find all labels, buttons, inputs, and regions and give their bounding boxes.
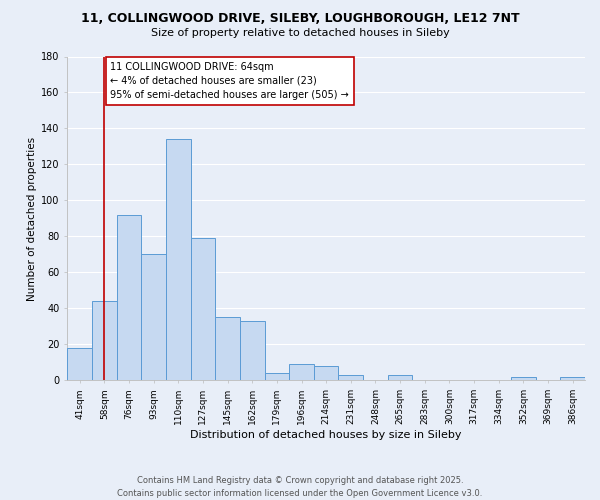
Bar — [314, 366, 338, 380]
Bar — [141, 254, 166, 380]
Text: Size of property relative to detached houses in Sileby: Size of property relative to detached ho… — [151, 28, 449, 38]
Bar — [240, 321, 265, 380]
Bar — [215, 318, 240, 380]
Bar — [265, 373, 289, 380]
Bar — [67, 348, 92, 380]
X-axis label: Distribution of detached houses by size in Sileby: Distribution of detached houses by size … — [190, 430, 462, 440]
Bar — [116, 215, 141, 380]
Bar — [338, 375, 363, 380]
Y-axis label: Number of detached properties: Number of detached properties — [27, 136, 37, 300]
Bar — [388, 375, 412, 380]
Bar — [191, 238, 215, 380]
Bar — [92, 301, 116, 380]
Bar — [289, 364, 314, 380]
Text: 11, COLLINGWOOD DRIVE, SILEBY, LOUGHBOROUGH, LE12 7NT: 11, COLLINGWOOD DRIVE, SILEBY, LOUGHBORO… — [80, 12, 520, 26]
Bar — [560, 377, 585, 380]
Text: Contains HM Land Registry data © Crown copyright and database right 2025.
Contai: Contains HM Land Registry data © Crown c… — [118, 476, 482, 498]
Bar — [511, 377, 536, 380]
Text: 11 COLLINGWOOD DRIVE: 64sqm
← 4% of detached houses are smaller (23)
95% of semi: 11 COLLINGWOOD DRIVE: 64sqm ← 4% of deta… — [110, 62, 349, 100]
Bar — [166, 140, 191, 380]
